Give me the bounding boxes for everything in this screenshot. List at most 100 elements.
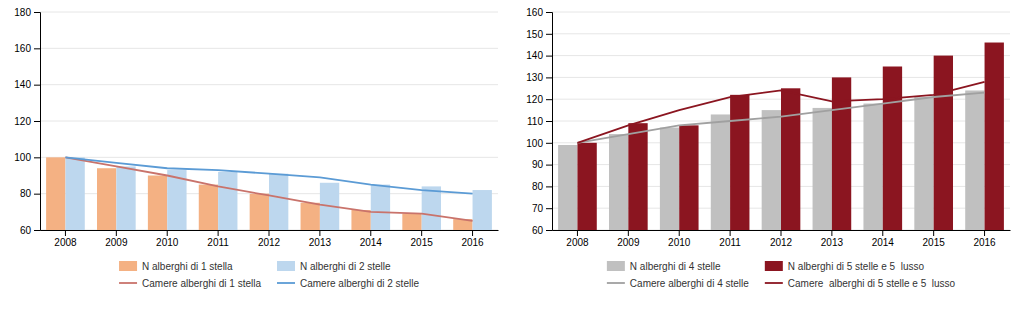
bar — [730, 95, 749, 230]
bar — [711, 114, 730, 230]
tick: 100 — [14, 152, 40, 163]
tick: 140 — [526, 50, 552, 61]
tick: 2015 — [411, 230, 434, 248]
legend-item: N alberghi di 2 stelle — [277, 261, 391, 272]
tick-label: 60 — [20, 225, 32, 236]
legend-label: Camere alberghi di 5 stelle e 5 lusso — [788, 278, 956, 289]
tick-mark — [882, 230, 883, 236]
tick: 100 — [526, 138, 552, 149]
tick-label: 2008 — [566, 237, 589, 248]
bar — [199, 185, 218, 230]
bar — [473, 190, 492, 230]
tick-label: 2015 — [411, 237, 434, 248]
tick: 2010 — [668, 230, 691, 248]
tick-label: 2016 — [461, 237, 484, 248]
tick-mark — [65, 230, 66, 236]
tick-mark — [269, 230, 270, 236]
bar — [609, 134, 628, 230]
bar — [762, 110, 781, 230]
bar — [781, 88, 800, 230]
legend-item: Camere alberghi di 5 stelle e 5 lusso — [765, 278, 956, 289]
tick-label: 110 — [527, 116, 543, 127]
tick-mark — [34, 48, 40, 49]
tick-label: 90 — [532, 159, 544, 170]
bar — [577, 143, 596, 230]
tick-mark — [34, 194, 40, 195]
bar — [97, 168, 116, 230]
tick-mark — [831, 230, 832, 236]
x-axis: 200820092010201120122013201420152016 — [41, 230, 499, 248]
tick-label: 2010 — [156, 237, 179, 248]
plot-area — [558, 43, 1004, 230]
tick: 140 — [14, 79, 40, 90]
axis-line — [546, 13, 553, 231]
legend-swatch — [607, 282, 625, 284]
legend-swatch — [277, 282, 295, 284]
bar — [250, 194, 269, 230]
bar — [65, 157, 84, 230]
bar — [422, 186, 441, 230]
tick-mark — [472, 230, 473, 236]
tick-mark — [546, 208, 552, 209]
tick-label: 2013 — [309, 237, 332, 248]
grid-line — [40, 48, 498, 49]
figure: 2008 2009 2010 2011 2012 2013 2014 2015 2016 60 80… — [0, 0, 1024, 330]
tick: 2009 — [617, 230, 640, 248]
tick-label: 70 — [532, 203, 544, 214]
tick-mark — [546, 77, 552, 78]
tick-label: 140 — [14, 79, 31, 90]
tick-label: 80 — [532, 181, 544, 192]
tick-mark — [116, 230, 117, 236]
legend-item: Camere alberghi di 4 stelle — [607, 278, 749, 289]
tick: 2016 — [461, 230, 484, 248]
tick: 2014 — [360, 230, 383, 248]
tick: 2013 — [821, 230, 844, 248]
legend-item: N alberghi di 4 stelle — [607, 261, 721, 272]
legend-label: N alberghi di 5 stelle e 5 lusso — [788, 261, 925, 272]
tick: 2008 — [566, 230, 589, 248]
tick: 150 — [526, 29, 552, 40]
tick: 90 — [532, 159, 552, 170]
legend-swatch — [607, 261, 625, 271]
tick-mark — [679, 230, 680, 236]
tick-label: 2015 — [923, 237, 946, 248]
line — [65, 157, 472, 221]
grid-line — [40, 121, 498, 122]
tick-mark — [34, 121, 40, 122]
tick-mark — [546, 143, 552, 144]
tick: 120 — [526, 94, 552, 105]
y-axis: 60708090100110120130140150160 — [526, 7, 552, 236]
legend-label: N alberghi di 4 stelle — [630, 261, 721, 272]
legend: N alberghi di 4 stelle N alberghi di 5 st… — [607, 261, 956, 289]
bar — [218, 172, 237, 230]
tick: 80 — [532, 181, 552, 192]
bar — [660, 128, 679, 230]
tick-label: 100 — [526, 138, 543, 149]
tick-mark — [781, 230, 782, 236]
tick-mark — [421, 230, 422, 236]
bar — [985, 43, 1004, 230]
bar — [301, 203, 320, 230]
tick-label: 2012 — [258, 237, 281, 248]
bar-series — [577, 43, 1003, 230]
tick-mark — [546, 121, 552, 122]
bar — [813, 108, 832, 230]
tick: 2011 — [719, 230, 741, 248]
bar — [148, 176, 167, 231]
bar — [914, 97, 933, 230]
tick-label: 160 — [526, 7, 543, 18]
bar — [883, 67, 902, 231]
y-axis: 6080100120140160180 — [14, 7, 40, 236]
tick: 110 — [527, 116, 552, 127]
legend-swatch — [765, 261, 783, 271]
bar — [628, 123, 647, 230]
tick-label: 80 — [20, 188, 32, 199]
tick: 120 — [14, 116, 40, 127]
line — [65, 157, 472, 193]
tick-mark — [546, 186, 552, 187]
tick: 60 — [532, 225, 552, 236]
tick-mark — [546, 12, 552, 13]
grid-line — [552, 33, 1010, 34]
bar — [371, 185, 390, 230]
tick-mark — [546, 34, 552, 35]
